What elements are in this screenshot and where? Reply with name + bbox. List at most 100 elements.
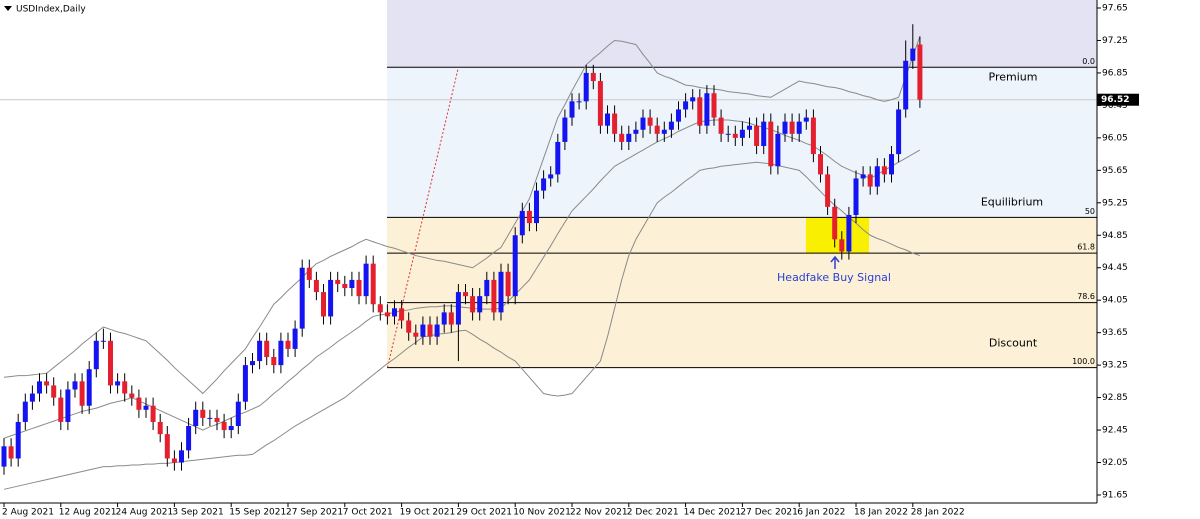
candle-body [179,450,184,463]
candle-body [292,328,298,349]
candle-body [193,409,199,427]
zone-label: Premium [989,70,1038,83]
zone [387,217,1097,368]
candle-body [321,292,326,317]
candle-body [810,117,816,155]
candle-body [349,279,355,289]
current-price-label: 96.52 [1101,95,1129,105]
candle-body [860,174,866,179]
x-tick-label: 14 Dec 2021 [684,508,742,518]
candle-body [732,133,738,138]
candle-body [477,296,483,313]
x-tick-label: 22 Nov 2021 [570,508,628,518]
candle-body [72,381,78,390]
x-tick-label: 18 Jan 2022 [854,508,908,518]
candle-body [576,101,582,103]
zone [387,0,1097,68]
fib-label: 78.6 [1077,292,1095,301]
candle-body [903,60,909,110]
plot [1,24,923,490]
fib-trendline [386,67,459,368]
x-tick-label: 3 Sep 2021 [172,508,223,518]
candle-body [221,421,227,431]
y-tick-label: 93.65 [1102,328,1128,338]
candle-body [839,239,845,252]
candle-body [867,174,873,187]
candle-body [526,210,532,224]
candle-body [555,141,561,175]
y-tick-label: 94.45 [1102,263,1128,273]
candle-body [100,340,106,342]
candle-body [534,190,539,224]
zone-label: Equilibrium [981,195,1043,208]
candle-body [803,117,809,122]
candle-body [29,393,35,402]
candle-body [832,206,838,240]
candle-body [747,125,752,130]
candle-body [342,283,348,289]
bollinger-middle [3,119,921,439]
y-tick-label: 94.85 [1102,231,1128,241]
x-tick-label: 2 Dec 2021 [627,508,679,518]
x-tick-label: 27 Sep 2021 [286,508,343,518]
candle-body [108,340,113,386]
annotation: Headfake Buy Signal [777,271,891,284]
candle-body [647,117,653,126]
candle-body [796,121,802,134]
y-tick-label: 93.25 [1102,361,1128,371]
annotation-arrowhead [830,255,840,263]
candle-body [278,340,284,366]
y-tick-label: 97.25 [1102,36,1128,46]
zones: Premium Equilibrium Discount 0.0 50 61.8 78.6 1… [0,0,1097,369]
title-icon [4,6,12,11]
candle-body [37,381,42,394]
candle-body [44,381,50,386]
candle-body [640,117,646,130]
candle-body [228,426,234,431]
candle-body [470,296,476,313]
candle-body [79,381,85,406]
candle-body [356,279,362,297]
candle-body [548,174,554,179]
candle-body [264,340,270,358]
candle-body [86,369,92,406]
x-tick-label: 28 Jan 2022 [911,508,965,518]
candle-body [605,113,610,126]
candle-body [761,121,767,146]
candle-body [654,125,660,134]
x-tick-label: 15 Sep 2021 [229,508,286,518]
candle-body [569,101,575,118]
candle-body [825,174,831,207]
candle-body [754,125,760,146]
candle-body [235,401,241,427]
candle-body [874,166,880,187]
x-tick-label: 24 Aug 2021 [116,508,174,518]
candle-body [683,101,689,110]
current-price-box [1097,93,1139,106]
candle-body [420,324,426,337]
x-tick-label: 6 Jan 2022 [797,508,845,518]
y-tick-label: 95.65 [1102,166,1128,176]
candle-body [257,340,263,362]
y-tick-label: 94.05 [1102,296,1128,306]
candle-body [115,381,121,386]
fib-label: 100.0 [1072,357,1095,366]
candle-body [406,320,412,333]
candle-body [65,389,71,422]
candle-body [143,405,149,410]
candle-body [150,405,156,422]
zone-label: Discount [989,337,1038,350]
y-tick-label: 97.65 [1102,4,1128,14]
candle-body [562,117,568,142]
y-tick-label: 96.05 [1102,133,1128,143]
candle-body [370,263,376,305]
candle-body [505,271,511,297]
candle-body [626,133,632,142]
candle-body [910,48,916,61]
candle-body [8,446,14,459]
candle-body [384,312,390,317]
candle-body [690,97,696,102]
candle-body [306,267,312,280]
y-tick-label: 92.45 [1102,426,1128,436]
